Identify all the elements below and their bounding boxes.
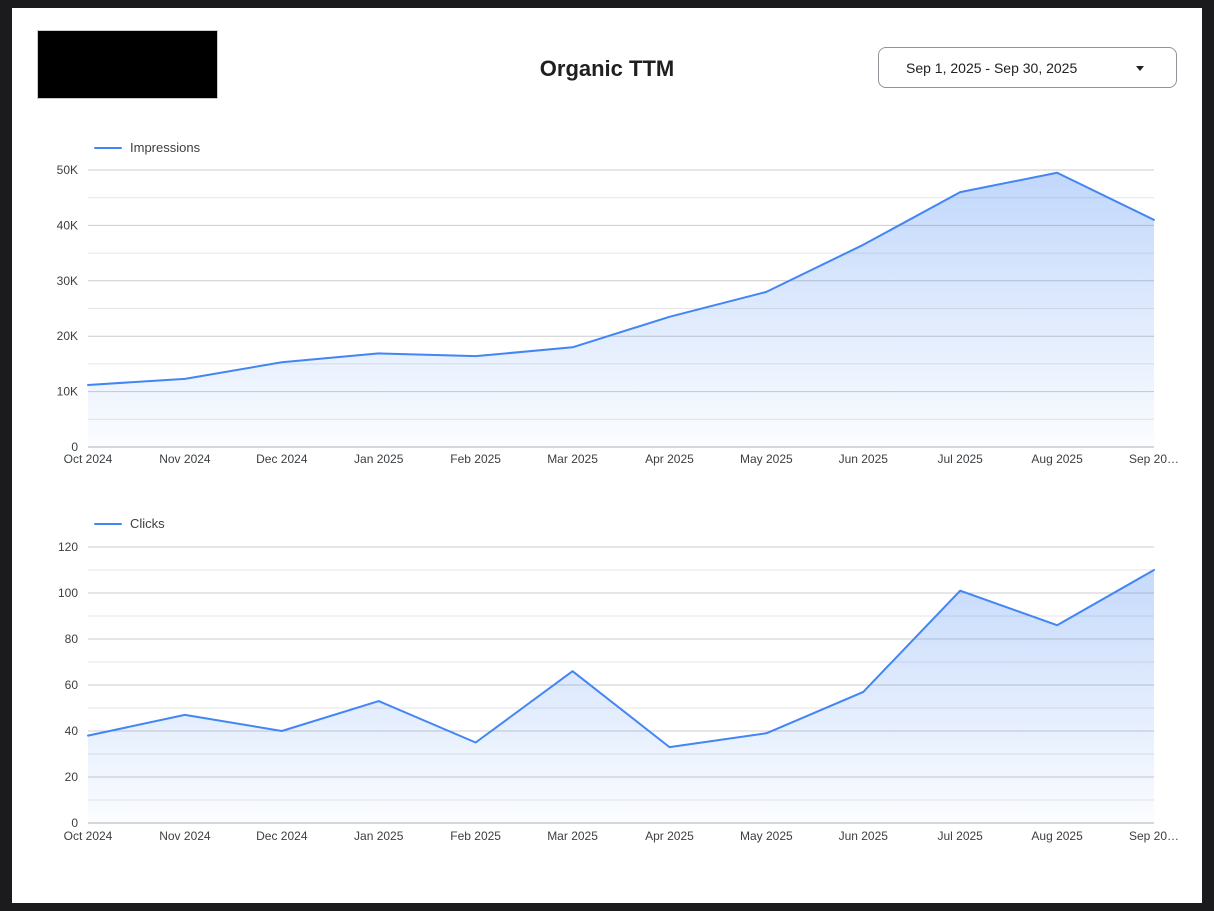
x-tick-label: Feb 2025 [450,452,501,466]
x-tick-label: Sep 20… [1129,829,1179,843]
legend-label: Impressions [130,140,201,155]
x-tick-label: Nov 2024 [159,452,211,466]
date-range-selector[interactable]: Sep 1, 2025 - Sep 30, 2025 [878,47,1177,88]
report-title: Organic TTM [539,56,675,81]
series-line [87,171,1155,386]
y-tick-label: 120 [58,540,78,554]
impressions-chart[interactable]: 0 10K 20K 30K 40K 50K Oct 2024 Nov 2024 Dec 2024… [12,138,1202,483]
x-tick-label: Feb 2025 [450,829,501,843]
x-tick-label: Oct 2024 [64,452,113,466]
report-canvas: Organic TTM Sep 1, 2025 - Sep 30, 2025 I… [12,8,1202,903]
date-range-value: Sep 1, 2025 - Sep 30, 2025 [906,59,1078,76]
clicks-legend: Clicks [94,516,165,531]
x-tick-label: Jun 2025 [839,452,889,466]
caret-down-icon [1136,65,1144,71]
y-tick-label: 100 [58,586,78,600]
y-tick-label: 10K [57,385,78,399]
x-tick-label: May 2025 [740,452,793,466]
x-tick-label: Apr 2025 [645,452,694,466]
x-tick-label: Mar 2025 [547,452,598,466]
x-tick-label: Apr 2025 [645,829,694,843]
legend-label: Clicks [130,516,165,531]
x-tick-label: Jul 2025 [937,829,983,843]
y-tick-label: 50K [57,163,78,177]
x-tick-label: Mar 2025 [547,829,598,843]
x-tick-label: Dec 2024 [256,452,308,466]
x-tick-label: Dec 2024 [256,829,308,843]
x-tick-label: Jan 2025 [354,829,404,843]
x-tick-label: May 2025 [740,829,793,843]
y-tick-label: 40 [65,724,79,738]
y-tick-label: 40K [57,218,78,232]
y-tick-label: 60 [65,678,79,692]
series-area [88,172,1154,447]
x-tick-label: Aug 2025 [1031,452,1083,466]
y-tick-label: 20K [57,329,78,343]
series-area [88,570,1154,823]
legend-line-icon [94,146,122,149]
y-tick-label: 30K [57,274,78,288]
impressions-legend: Impressions [94,140,200,155]
x-tick-label: Oct 2024 [64,829,113,843]
y-tick-label: 80 [65,632,79,646]
x-tick-label: Jun 2025 [839,829,889,843]
x-tick-label: Jul 2025 [937,452,983,466]
legend-line-icon [94,522,122,525]
series-line [87,569,1155,749]
x-tick-label: Aug 2025 [1031,829,1083,843]
y-tick-label: 0 [71,816,78,830]
x-tick-label: Jan 2025 [354,452,404,466]
x-tick-label: Sep 20… [1129,452,1179,466]
clicks-chart[interactable]: 0 20 40 60 80 100 120 Oct 2024 Nov 2024 Dec 2024 J… [12,513,1202,863]
y-tick-label: 0 [71,440,78,454]
x-tick-label: Nov 2024 [159,829,211,843]
y-tick-label: 20 [65,770,79,784]
logo-image [37,30,218,99]
